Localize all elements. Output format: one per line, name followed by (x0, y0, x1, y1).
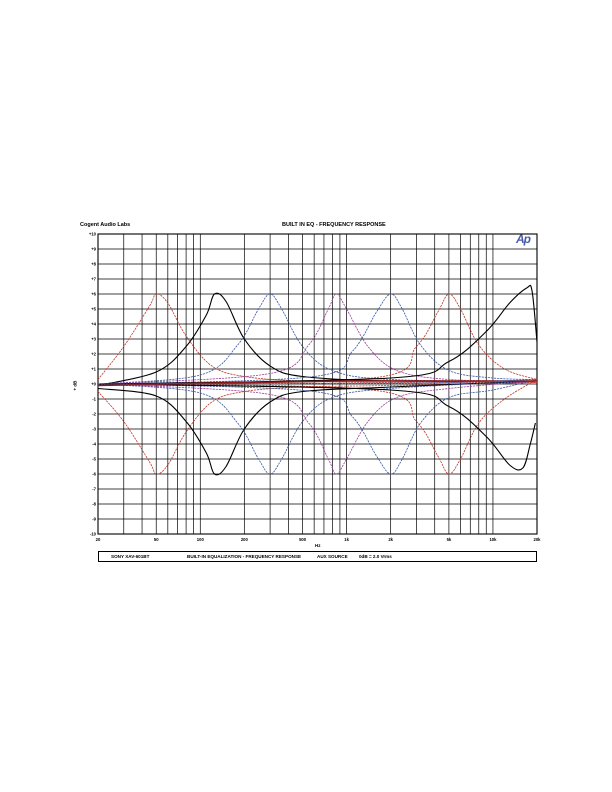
y-tick-label: -7 (92, 487, 96, 492)
y-tick-label: +0 (91, 382, 96, 387)
series-line-9 (97, 293, 538, 385)
series-line-12 (97, 379, 538, 475)
series-line-16 (97, 379, 538, 385)
y-tick-label: +6 (91, 292, 96, 297)
caption-box: SONY XAV-601BT BUILT-IN EQUALIZATION - F… (98, 551, 537, 562)
x-tick-label: 20 (96, 537, 101, 542)
series-line-11 (97, 293, 538, 385)
x-tick-label: 20k (534, 537, 542, 542)
y-tick-label: -6 (92, 472, 96, 477)
y-tick-label: +8 (91, 262, 96, 267)
y-tick-label: -4 (92, 442, 96, 447)
chart-tick-labels: 20 50 100 200 500 1k 2k 5k 10k 20k +10 +9 +8 +7 +6 +5 +4… (89, 232, 541, 543)
y-tick-label: +7 (91, 277, 96, 282)
x-tick-label: 50 (154, 537, 159, 542)
series-line-2 (97, 382, 538, 475)
series-line-14 (97, 383, 536, 471)
y-tick-label: +10 (89, 232, 97, 237)
y-tick-label: -3 (92, 427, 96, 432)
series-line-5 (97, 293, 538, 385)
header-title: BUILT IN EQ - FREQUENCY RESPONSE (282, 222, 386, 228)
x-tick-label: 200 (241, 537, 249, 542)
x-tick-label: 10k (489, 537, 497, 542)
y-tick-label: +3 (91, 337, 96, 342)
x-tick-label: 100 (197, 537, 205, 542)
y-tick-label: -1 (92, 397, 96, 402)
caption-title: BUILT-IN EQUALIZATION - FREQUENCY RESPON… (187, 554, 302, 559)
series-line-6 (97, 380, 538, 475)
series-line-7 (97, 293, 538, 385)
x-tick-label: 5k (447, 537, 452, 542)
y-tick-label: +5 (91, 307, 96, 312)
ap-logo-icon: Ap (516, 232, 531, 246)
x-tick-label: 1k (344, 537, 349, 542)
y-tick-label: +4 (91, 322, 96, 327)
caption-source: AUX SOURCE (317, 554, 348, 559)
y-tick-label: +1 (91, 367, 96, 372)
header-company: Cogent Audio Labs (80, 222, 131, 228)
y-tick-label: +2 (91, 352, 96, 357)
x-tick-label: 500 (299, 537, 307, 542)
y-axis-label: + dB (72, 380, 78, 391)
y-tick-label: -9 (92, 517, 96, 522)
series-line-1 (97, 293, 538, 384)
y-tick-label: -2 (92, 412, 96, 417)
y-tick-label: +9 (91, 247, 96, 252)
series-line-8 (97, 380, 538, 475)
y-tick-label: -10 (90, 532, 97, 537)
y-tick-label: -8 (92, 502, 96, 507)
series-line-10 (97, 379, 538, 475)
chart-series (97, 284, 538, 476)
caption-reference: 0dB = 2.0 Vrms (359, 554, 392, 559)
y-tick-label: -5 (92, 457, 96, 462)
series-line-13 (97, 284, 538, 385)
x-tick-label: 2k (388, 537, 393, 542)
caption-model: SONY XAV-601BT (111, 554, 150, 559)
x-axis-label: Hz (315, 543, 321, 548)
series-line-4 (97, 380, 538, 476)
